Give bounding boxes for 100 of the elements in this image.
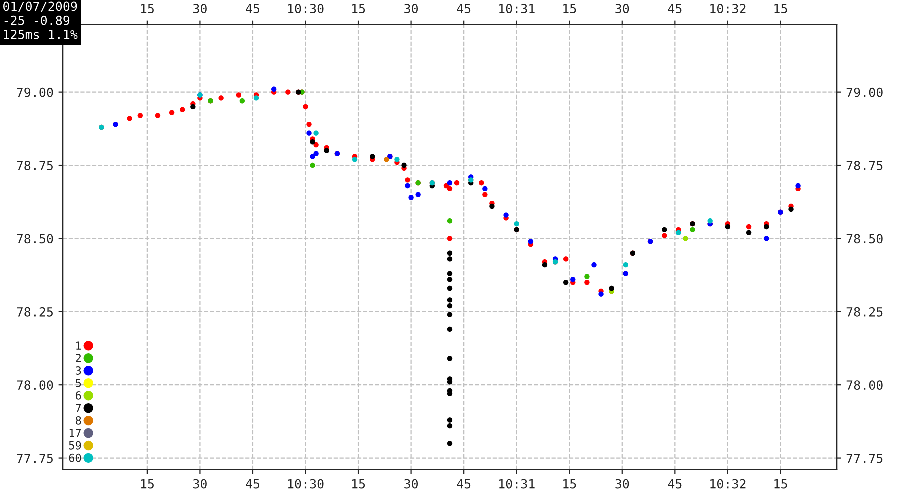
point bbox=[504, 212, 509, 218]
x2-tick-label: 10:32 bbox=[710, 4, 746, 14]
point bbox=[514, 221, 520, 227]
legend-label: 59 bbox=[69, 441, 82, 450]
legend-label: 17 bbox=[70, 429, 82, 438]
legend-label: 60 bbox=[69, 454, 82, 462]
point bbox=[405, 183, 410, 189]
legend-label: 2 bbox=[76, 354, 81, 362]
x2-tick-label: 45 bbox=[246, 4, 260, 14]
point bbox=[447, 180, 453, 186]
legend-label: 7 bbox=[76, 404, 82, 412]
x-tick-label: 10:32 bbox=[710, 479, 746, 489]
point bbox=[542, 262, 548, 268]
x2-tick-label: 15 bbox=[774, 4, 788, 14]
y-tick-label: 77.75 bbox=[17, 454, 53, 464]
y-tick-label: 78.75 bbox=[17, 161, 53, 170]
point bbox=[402, 162, 407, 168]
point bbox=[447, 250, 453, 256]
point bbox=[447, 256, 453, 262]
x2-tick-label: 15 bbox=[141, 4, 154, 14]
point bbox=[254, 96, 260, 101]
annotation: 125ms 1.1% bbox=[4, 30, 78, 40]
point bbox=[324, 148, 330, 154]
x2-tick-label: 30 bbox=[616, 4, 630, 14]
point bbox=[725, 224, 731, 230]
x2-tick-label: 10:31 bbox=[500, 4, 535, 14]
point bbox=[447, 312, 453, 318]
x-tick-label: 10:31 bbox=[500, 479, 535, 489]
point bbox=[584, 274, 590, 280]
text: 01/07/2009 bbox=[4, 2, 78, 12]
annotation: -25 -0.89 bbox=[4, 16, 70, 26]
x-tick-label: 45 bbox=[668, 479, 682, 489]
x-tick-label: 45 bbox=[246, 479, 260, 489]
point bbox=[490, 204, 495, 210]
point bbox=[352, 157, 358, 162]
y2-tick-label: 78.50 bbox=[846, 234, 883, 244]
point bbox=[447, 286, 453, 292]
point bbox=[764, 224, 770, 230]
point bbox=[662, 227, 668, 233]
y2-tick-label: 78.25 bbox=[846, 307, 883, 317]
y2-tick-label: 78.00 bbox=[846, 380, 883, 390]
x-tick-label: 30 bbox=[404, 479, 418, 489]
x2-tick-label: 15 bbox=[352, 4, 366, 14]
point bbox=[482, 186, 488, 192]
point bbox=[788, 206, 794, 212]
point bbox=[598, 292, 604, 297]
point bbox=[408, 195, 414, 200]
y2-tick-label: 77.75 bbox=[846, 454, 883, 464]
y-tick-label: 78.25 bbox=[17, 307, 53, 317]
x-tick-label: 15 bbox=[774, 479, 788, 489]
point bbox=[746, 230, 752, 236]
y2-tick-label: 79.00 bbox=[846, 88, 883, 98]
point bbox=[447, 356, 453, 362]
point bbox=[764, 236, 770, 242]
x2-tick-label: 45 bbox=[457, 4, 471, 14]
x-tick-label: 30 bbox=[194, 479, 207, 489]
x2-tick-label: 10:30 bbox=[288, 4, 324, 14]
x-tick-label: 15 bbox=[141, 479, 154, 489]
point bbox=[310, 162, 316, 168]
point bbox=[528, 239, 534, 244]
legend-label: 1 bbox=[76, 342, 82, 350]
point bbox=[570, 277, 576, 282]
x2-tick-label: 15 bbox=[564, 4, 576, 14]
y-tick-label: 79.00 bbox=[17, 88, 54, 98]
x-tick-label: 15 bbox=[564, 479, 576, 489]
point bbox=[447, 418, 453, 423]
point bbox=[447, 441, 453, 446]
x-tick-label: 45 bbox=[457, 479, 471, 489]
point bbox=[708, 218, 713, 224]
point bbox=[306, 130, 312, 136]
point bbox=[416, 192, 421, 198]
point bbox=[447, 271, 453, 276]
point bbox=[310, 154, 316, 160]
point bbox=[690, 227, 696, 233]
legend-label: 6 bbox=[76, 391, 82, 400]
legend-label: 3 bbox=[76, 366, 82, 375]
y-tick-label: 78.50 bbox=[17, 234, 54, 244]
point bbox=[447, 423, 453, 429]
point bbox=[564, 280, 569, 286]
x-tick-label: 30 bbox=[616, 479, 630, 489]
point bbox=[447, 303, 453, 309]
x2-tick-label: 30 bbox=[404, 4, 418, 14]
point bbox=[384, 157, 390, 162]
point bbox=[447, 218, 453, 224]
point bbox=[683, 236, 688, 242]
point bbox=[190, 104, 196, 110]
point bbox=[310, 140, 316, 145]
point bbox=[796, 183, 801, 189]
point bbox=[314, 130, 319, 136]
legend-label: 5 bbox=[76, 379, 82, 388]
point bbox=[609, 286, 614, 292]
x-tick-label: 10:30 bbox=[288, 479, 324, 489]
y-tick-label: 78.00 bbox=[17, 380, 54, 390]
x2-tick-label: 45 bbox=[668, 4, 682, 14]
point bbox=[447, 298, 453, 303]
x-tick-label: 15 bbox=[352, 479, 366, 489]
y2-tick-label: 78.75 bbox=[846, 161, 883, 170]
point bbox=[447, 277, 453, 282]
point bbox=[370, 154, 376, 160]
x2-tick-label: 30 bbox=[194, 4, 207, 14]
